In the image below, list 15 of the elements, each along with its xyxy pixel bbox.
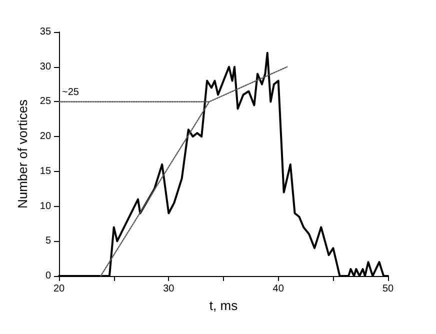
x-tick-label: 40 <box>272 284 284 294</box>
y-tick-label: 30 <box>40 61 52 72</box>
y-tick-label: 15 <box>40 166 52 177</box>
y-tick-label: 20 <box>40 131 52 142</box>
y-tick-label: 0 <box>45 270 52 282</box>
x-tick-label: 30 <box>163 284 175 294</box>
x-tick-label: 20 <box>53 284 66 294</box>
y-tick-label: 10 <box>40 200 52 212</box>
y-tick-label: 5 <box>45 236 52 247</box>
y-tick-label: 35 <box>40 26 52 38</box>
x-axis-title: t, ms <box>209 298 238 313</box>
y-tick-label: 25 <box>40 96 52 108</box>
x-tick-label: 50 <box>382 284 394 294</box>
annotation: ~25 <box>62 87 80 98</box>
y-axis-title: Number of vortices <box>15 98 30 209</box>
